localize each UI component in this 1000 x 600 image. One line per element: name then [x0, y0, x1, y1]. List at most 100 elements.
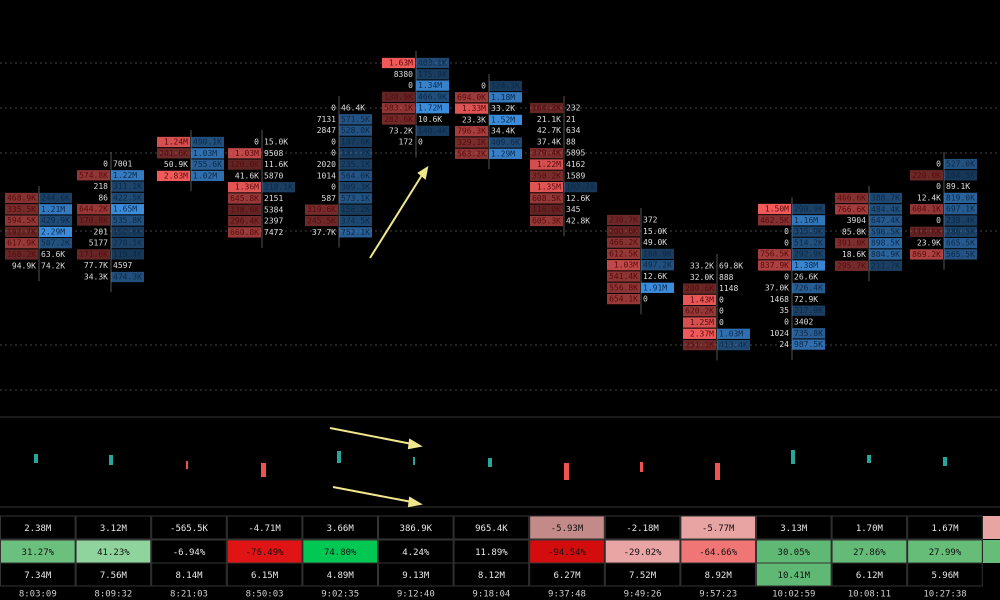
ask-cell	[339, 227, 372, 238]
ask-volume: 9508	[264, 149, 283, 158]
bid-volume: 1014	[317, 171, 336, 180]
ask-cell	[944, 215, 977, 226]
summary-cell	[529, 562, 605, 587]
bid-volume: 644.2K	[79, 205, 108, 214]
ask-volume: 7001	[113, 160, 132, 169]
bid-volume: 0	[254, 138, 259, 147]
summary-cell	[907, 515, 983, 540]
ask-volume: 218.1K	[264, 183, 293, 192]
volume: 8.14M	[175, 571, 203, 581]
volume: 6.15M	[251, 571, 279, 581]
delta-percent: 27.86%	[853, 548, 886, 558]
ask-volume: 1589	[566, 171, 585, 180]
bid-volume: 21.1K	[537, 115, 561, 124]
bid-volume: 251.1K	[685, 341, 714, 350]
volume: 5.96M	[931, 571, 959, 581]
ask-cell	[641, 248, 674, 260]
ask-cell	[339, 114, 372, 125]
ask-volume: 278.1K	[113, 239, 142, 248]
ask-volume: 735.8K	[794, 329, 823, 338]
bid-volume: 1468	[770, 295, 789, 304]
bid-volume: 0	[331, 149, 336, 158]
ask-volume: 1.18M	[491, 93, 515, 102]
bid-cell	[607, 282, 640, 293]
bid-volume: 42.7K	[537, 126, 561, 135]
summary-cell	[151, 515, 227, 540]
bid-cell	[382, 91, 415, 103]
bid-cell	[382, 103, 415, 114]
summary-cell	[680, 562, 757, 587]
ask-cell	[717, 328, 750, 339]
bid-cell	[5, 238, 38, 249]
bid-volume: 583.1K	[384, 104, 413, 113]
ask-volume: 752.1K	[341, 228, 370, 237]
time-label: 10:27:38	[923, 590, 966, 600]
ask-cell	[111, 181, 144, 192]
ask-cell	[191, 170, 224, 182]
bid-volume: 35	[779, 306, 789, 315]
bid-volume: 168.2K	[7, 250, 36, 259]
bid-volume: 220.0K	[912, 171, 941, 180]
bid-cell	[607, 271, 640, 282]
ask-volume: 124.3K	[491, 82, 520, 91]
bid-volume: 120.0K	[230, 160, 259, 169]
delta: 1.70M	[856, 524, 884, 534]
bid-volume: 587	[322, 194, 337, 203]
summary-cell	[680, 515, 757, 540]
bid-volume: 1.25M	[690, 318, 714, 327]
ask-volume: 573.1K	[341, 194, 370, 203]
delta-percent: 27.99%	[929, 548, 962, 558]
bid-cell	[228, 182, 261, 193]
bid-cell	[455, 148, 488, 159]
bid-cell	[530, 204, 563, 215]
partial-cell	[983, 540, 1000, 563]
ask-cell	[792, 249, 825, 260]
ask-cell	[416, 57, 449, 69]
delta-percent: -94.54%	[548, 548, 587, 558]
bid-volume: 94.9K	[12, 261, 36, 270]
mini-candles	[34, 450, 947, 480]
bid-cell	[530, 148, 563, 159]
ask-volume: 497.2K	[643, 261, 672, 270]
bid-volume: 608.5K	[532, 194, 561, 203]
ask-volume: 311.1K	[113, 182, 142, 191]
ask-volume: 429.9K	[41, 216, 70, 225]
ask-volume: 484.4K	[871, 205, 900, 214]
bid-volume: 0	[784, 318, 789, 327]
summary-cell	[453, 562, 530, 587]
ask-volume: 372	[643, 216, 658, 225]
bid-volume: 574.8K	[79, 171, 108, 180]
ask-cell	[641, 260, 674, 271]
bid-volume: 170.8K	[79, 216, 108, 225]
bid-volume: 1.35M	[537, 183, 561, 192]
bid-volume: 869.2K	[912, 250, 941, 259]
ask-volume: 175.8K	[418, 70, 447, 79]
bid-cell	[157, 148, 190, 159]
ask-cell	[489, 92, 522, 103]
delta: 3.66M	[327, 524, 355, 534]
partial-cell	[983, 516, 1000, 539]
ask-volume: 1.52M	[491, 115, 515, 124]
ask-volume: 187.6K	[341, 137, 370, 146]
bid-volume: 241.6K	[159, 149, 188, 158]
bid-cell	[228, 159, 261, 170]
ask-cell	[416, 103, 449, 114]
ask-volume: 7472	[264, 228, 283, 237]
ask-cell	[792, 260, 825, 271]
ask-volume: 46.4K	[341, 104, 365, 113]
bid-volume: 1.63M	[389, 59, 413, 68]
delta: -5.77M	[702, 524, 735, 534]
ask-cell	[944, 226, 977, 237]
bid-cell	[228, 204, 261, 215]
ask-volume: 244.6K	[41, 194, 70, 203]
bid-cell	[683, 328, 716, 339]
ask-cell	[869, 260, 902, 271]
ask-volume: 5895	[566, 149, 585, 158]
summary-cell	[226, 515, 303, 540]
bid-volume: 0	[936, 216, 941, 225]
ask-cell	[717, 339, 750, 351]
bid-cell	[758, 215, 791, 226]
ask-cell	[339, 170, 372, 181]
volume: 6.12M	[856, 571, 884, 581]
ask-volume: 403.1K	[418, 59, 447, 68]
